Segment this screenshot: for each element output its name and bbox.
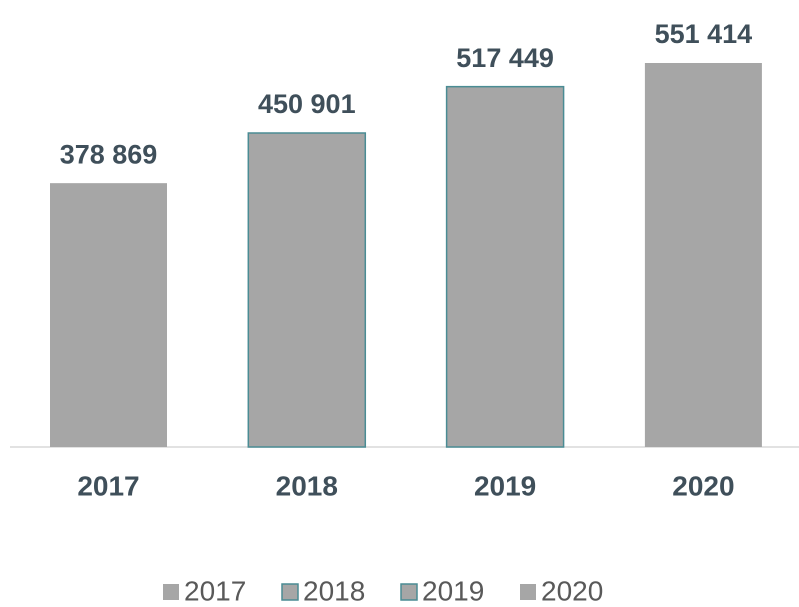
x-tick-label: 2017: [77, 470, 139, 501]
legend-marker: [401, 584, 417, 600]
value-label: 378 869: [60, 139, 158, 169]
legend-marker: [282, 584, 298, 600]
legend-label: 2018: [303, 575, 365, 606]
value-label: 450 901: [258, 89, 356, 119]
value-label: 551 414: [655, 19, 753, 49]
legend-marker: [163, 584, 179, 600]
bar: [447, 87, 564, 447]
bar: [248, 133, 365, 447]
bar: [50, 183, 167, 447]
legend-label: 2020: [541, 575, 603, 606]
x-tick-label: 2019: [474, 470, 536, 501]
legend-label: 2019: [422, 575, 484, 606]
legend-marker: [520, 584, 536, 600]
bar: [645, 63, 762, 447]
chart: 378 869 2017 450 901 2018 517 449 2019 551 414…: [0, 0, 799, 607]
legend-label: 2017: [184, 575, 246, 606]
x-tick-label: 2018: [276, 470, 338, 501]
value-label: 517 449: [456, 43, 554, 73]
x-tick-label: 2020: [672, 470, 734, 501]
